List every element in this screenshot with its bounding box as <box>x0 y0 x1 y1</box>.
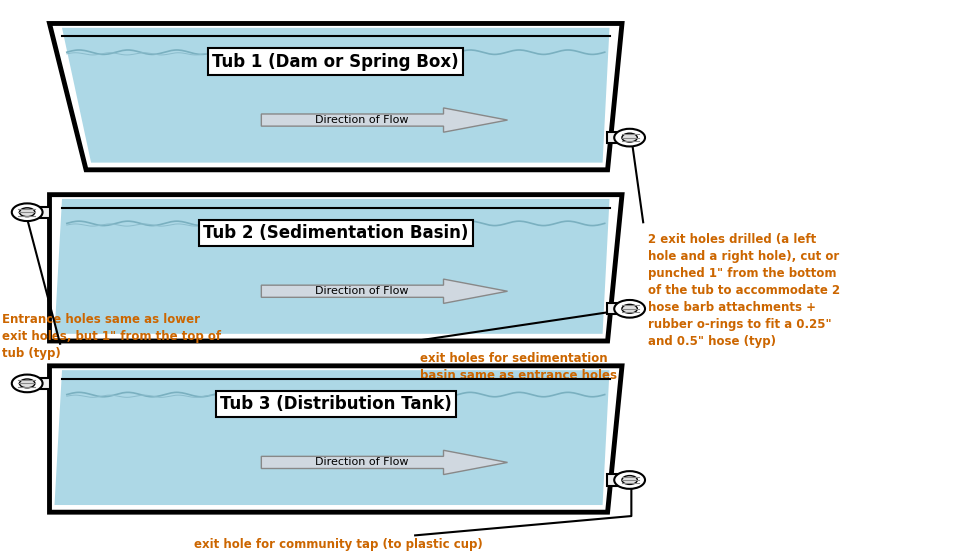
Circle shape <box>19 208 35 217</box>
Polygon shape <box>262 450 508 475</box>
Polygon shape <box>62 28 610 163</box>
Bar <box>38 378 49 389</box>
Circle shape <box>621 304 637 313</box>
Polygon shape <box>54 199 610 334</box>
Bar <box>607 474 619 485</box>
Circle shape <box>19 379 35 388</box>
Text: Tub 1 (Dam or Spring Box): Tub 1 (Dam or Spring Box) <box>212 52 459 71</box>
Text: exit hole for community tap (to plastic cup): exit hole for community tap (to plastic … <box>194 538 482 551</box>
Text: Entrance holes same as lower
exit holes, but 1" from the top of
tub (typ): Entrance holes same as lower exit holes,… <box>2 314 222 360</box>
Polygon shape <box>262 108 508 132</box>
Polygon shape <box>262 279 508 304</box>
Text: exit holes for sedimentation
basin same as entrance holes: exit holes for sedimentation basin same … <box>420 352 617 382</box>
Polygon shape <box>54 370 610 505</box>
Circle shape <box>12 203 42 221</box>
Text: Direction of Flow: Direction of Flow <box>316 115 409 125</box>
Bar <box>607 303 619 314</box>
Circle shape <box>621 133 637 142</box>
Bar <box>38 207 49 218</box>
Text: Direction of Flow: Direction of Flow <box>316 286 409 296</box>
Text: Tub 2 (Sedimentation Basin): Tub 2 (Sedimentation Basin) <box>203 224 468 242</box>
Text: Tub 3 (Distribution Tank): Tub 3 (Distribution Tank) <box>220 395 452 413</box>
Bar <box>607 132 619 143</box>
Circle shape <box>621 475 637 484</box>
Text: Direction of Flow: Direction of Flow <box>316 458 409 468</box>
Circle shape <box>12 375 42 392</box>
Circle shape <box>615 129 645 146</box>
Circle shape <box>615 471 645 489</box>
Circle shape <box>615 300 645 317</box>
Text: 2 exit holes drilled (a left
hole and a right hole), cut or
punched 1" from the : 2 exit holes drilled (a left hole and a … <box>648 234 841 348</box>
